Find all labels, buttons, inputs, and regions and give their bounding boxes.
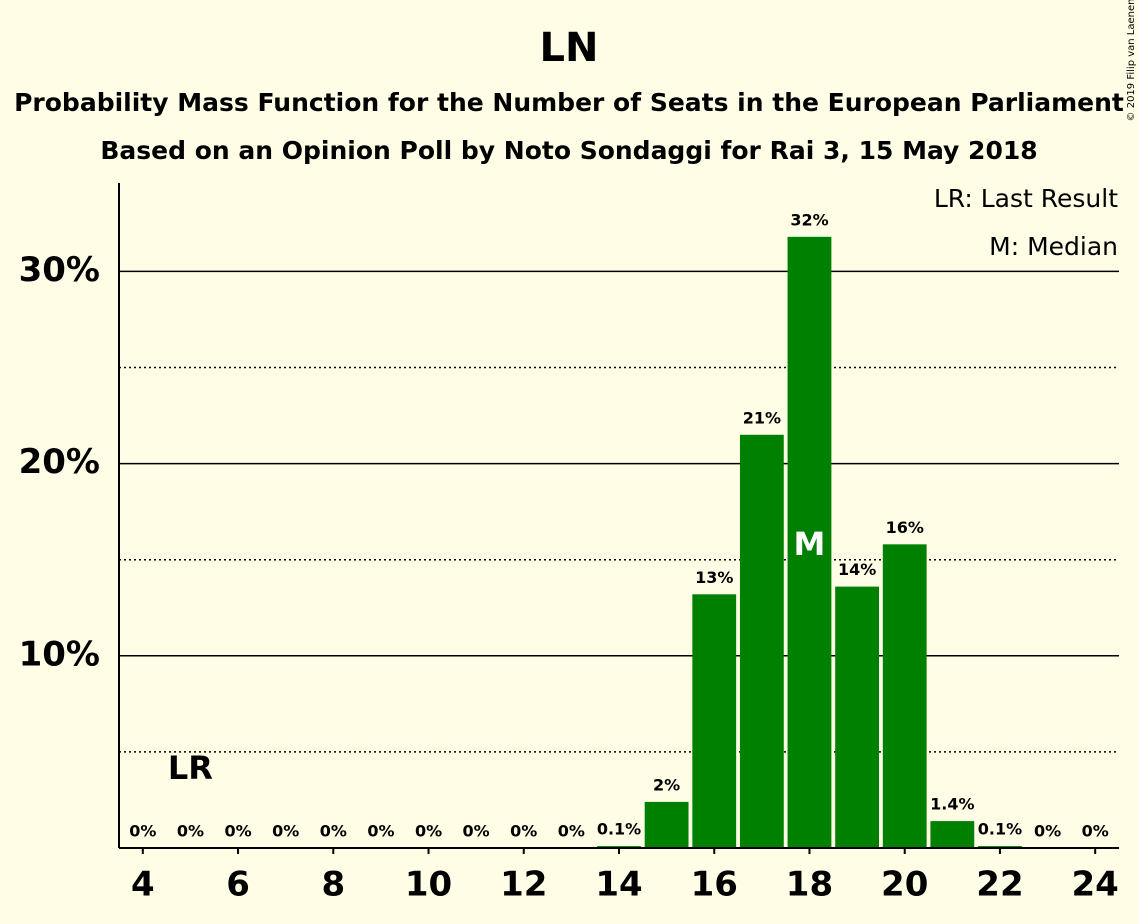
value-label: 0% (320, 822, 347, 841)
bar (930, 821, 975, 848)
y-tick-label: 20% (19, 442, 100, 482)
y-tick-label: 10% (19, 634, 100, 674)
x-tick-label: 4 (131, 865, 155, 905)
x-tick-label: 16 (691, 865, 738, 905)
value-label: 0% (558, 822, 585, 841)
x-tick-label: 18 (786, 865, 833, 905)
value-label: 0.1% (597, 820, 641, 839)
bar (835, 586, 879, 848)
value-label: 0% (463, 822, 490, 841)
value-label: 13% (695, 568, 733, 587)
x-tick-label: 14 (595, 865, 642, 905)
value-label: 0% (415, 822, 442, 841)
value-label: 0% (367, 822, 394, 841)
value-label: 0% (272, 822, 299, 841)
bar (882, 544, 927, 848)
legend-entry: M: Median (989, 232, 1118, 261)
value-label: 0% (510, 822, 537, 841)
value-label: 0.1% (978, 820, 1022, 839)
bar (644, 801, 689, 848)
x-tick-label: 20 (881, 865, 928, 905)
chart-subtitle: Based on an Opinion Poll by Noto Sondagg… (100, 136, 1037, 165)
value-label: 14% (838, 560, 876, 579)
legend-entry: LR: Last Result (934, 184, 1118, 213)
value-label: 1.4% (930, 795, 974, 814)
last-result-label: LR (168, 749, 213, 787)
x-tick-label: 22 (976, 865, 1023, 905)
value-label: 0% (1034, 822, 1061, 841)
x-tick-label: 24 (1072, 865, 1119, 905)
median-label: M (794, 525, 826, 563)
copyright: © 2019 Filip van Laenen (1126, 0, 1137, 121)
value-label: 32% (790, 210, 828, 229)
x-tick-label: 6 (226, 865, 250, 905)
value-label: 2% (653, 775, 680, 794)
bar (692, 594, 737, 848)
value-label: 16% (886, 518, 924, 537)
bar (739, 434, 784, 848)
bar (787, 236, 832, 848)
value-label: 0% (1082, 822, 1109, 841)
chart-subtitle: Probability Mass Function for the Number… (14, 88, 1124, 117)
y-tick-label: 30% (19, 250, 100, 290)
chart-title: LN (540, 25, 599, 71)
value-label: 0% (177, 822, 204, 841)
x-tick-label: 12 (500, 865, 547, 905)
x-tick-label: 10 (405, 865, 452, 905)
x-tick-label: 8 (321, 865, 345, 905)
value-label: 0% (224, 822, 251, 841)
value-label: 0% (129, 822, 156, 841)
value-label: 21% (743, 408, 781, 427)
